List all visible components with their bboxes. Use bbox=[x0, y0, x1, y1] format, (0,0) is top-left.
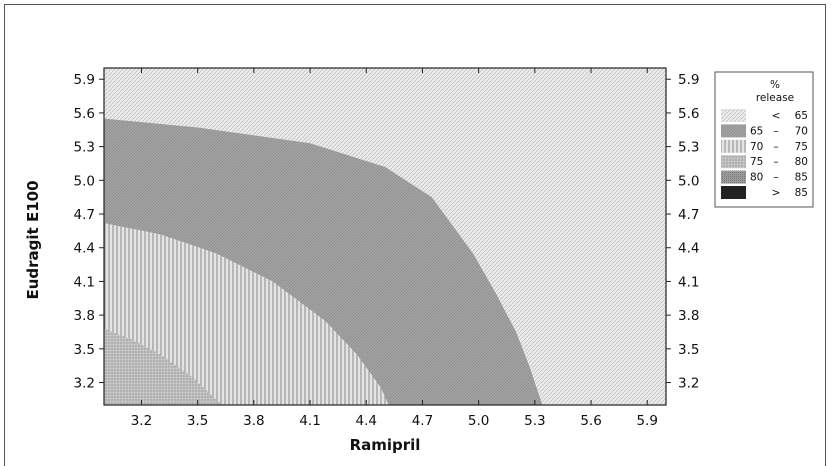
legend-low: 80 bbox=[750, 172, 763, 184]
legend-entry: >85 bbox=[721, 186, 808, 199]
x-tick-label: 4.7 bbox=[412, 413, 433, 429]
y-tick-label-left: 3.8 bbox=[74, 308, 95, 324]
x-axis-title: Ramipril bbox=[350, 436, 421, 454]
y-tick-label-right: 5.0 bbox=[678, 173, 699, 189]
legend-swatch-r7580 bbox=[721, 155, 746, 169]
y-axis-title: Eudragit E100 bbox=[24, 180, 42, 299]
legend-swatch-lt65 bbox=[721, 109, 746, 122]
chart-frame bbox=[4, 4, 826, 466]
legend-high: 80 bbox=[795, 156, 808, 168]
x-tick-label: 3.2 bbox=[131, 413, 152, 429]
y-tick-label-left: 3.5 bbox=[74, 342, 95, 358]
legend-title-release: release bbox=[756, 92, 794, 104]
y-tick-label-left: 5.0 bbox=[74, 173, 95, 189]
legend-dash: – bbox=[773, 141, 778, 153]
y-tick-label-left: 4.4 bbox=[74, 241, 95, 257]
y-tick-label-left: 4.7 bbox=[74, 207, 95, 223]
legend-dash: – bbox=[773, 172, 778, 184]
legend-operator: > bbox=[772, 187, 781, 199]
plot-area bbox=[104, 68, 666, 405]
legend-swatch-r8085 bbox=[721, 170, 746, 184]
legend-entry: <65 bbox=[721, 109, 808, 122]
legend-low: 65 bbox=[750, 125, 763, 137]
legend-low: 70 bbox=[750, 141, 763, 153]
x-tick-label: 5.9 bbox=[637, 413, 658, 429]
legend-high: 70 bbox=[795, 125, 808, 137]
legend-swatch-r7075 bbox=[721, 139, 746, 153]
y-tick-label-left: 5.6 bbox=[74, 106, 95, 122]
legend-high: 85 bbox=[795, 187, 808, 199]
y-tick-label-right: 5.6 bbox=[678, 106, 699, 122]
y-tick-label-right: 3.2 bbox=[678, 376, 699, 392]
legend-high: 75 bbox=[795, 141, 808, 153]
legend-high: 65 bbox=[795, 110, 808, 122]
legend-swatch-r6570 bbox=[721, 124, 746, 138]
legend-box bbox=[714, 71, 814, 208]
x-tick-label: 3.5 bbox=[187, 413, 208, 429]
region-r7075 bbox=[104, 223, 389, 405]
x-tick-label: 5.0 bbox=[468, 413, 489, 429]
x-tick-label: 5.3 bbox=[524, 413, 545, 429]
y-tick-label-right: 5.9 bbox=[678, 72, 699, 88]
y-tick-label-right: 3.8 bbox=[678, 308, 699, 324]
legend-entry: 70– 75 bbox=[721, 139, 808, 153]
plot-border bbox=[103, 67, 667, 406]
legend-dash: – bbox=[773, 156, 778, 168]
legend-entry: 80– 85 bbox=[721, 170, 808, 184]
legend-title-percent: % bbox=[770, 79, 780, 91]
y-tick-label-left: 5.3 bbox=[74, 140, 95, 156]
legend-low: 75 bbox=[750, 156, 763, 168]
y-tick-label-right: 4.1 bbox=[678, 274, 699, 290]
legend-high: 85 bbox=[795, 172, 808, 184]
y-tick-label-left: 5.9 bbox=[74, 72, 95, 88]
x-tick-label: 4.4 bbox=[356, 413, 377, 429]
axes: 3.2 3.5 3.8 4.1 4.4 4.7 5.0 5.3 5.6 5.9 3.2 3.2 3.5 3… bbox=[74, 67, 699, 429]
legend-entry: 75– 80 bbox=[721, 155, 808, 169]
legend-entry: 65– 70 bbox=[721, 124, 808, 138]
legend-swatch-gt85 bbox=[721, 186, 746, 199]
y-tick-label-right: 5.3 bbox=[678, 140, 699, 156]
legend-operator: < bbox=[772, 110, 781, 122]
y-tick-label-right: 3.5 bbox=[678, 342, 699, 358]
y-tick-label-right: 4.4 bbox=[678, 241, 699, 257]
region-r7580 bbox=[104, 328, 222, 405]
y-tick-label-right: 4.7 bbox=[678, 207, 699, 223]
x-tick-label: 3.8 bbox=[243, 413, 264, 429]
x-tick-label: 5.6 bbox=[580, 413, 601, 429]
x-tick-label: 4.1 bbox=[299, 413, 320, 429]
y-tick-label-left: 4.1 bbox=[74, 274, 95, 290]
legend-dash: – bbox=[773, 125, 778, 137]
y-tick-label-left: 3.2 bbox=[74, 376, 95, 392]
